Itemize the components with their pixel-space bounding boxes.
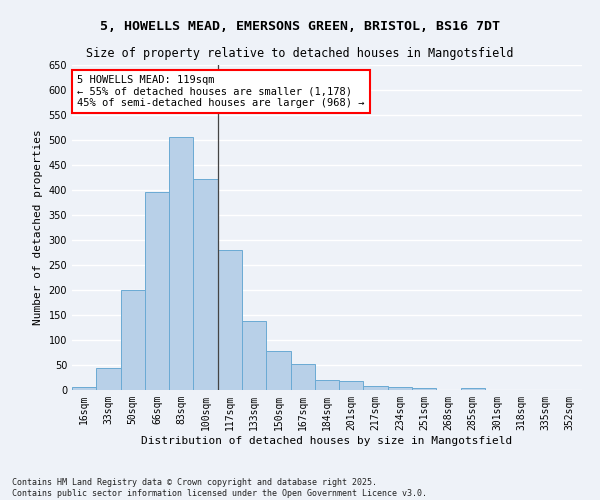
Bar bbox=[218, 250, 242, 390]
Bar bbox=[412, 388, 436, 390]
Bar bbox=[315, 380, 339, 390]
Bar bbox=[388, 386, 412, 390]
X-axis label: Distribution of detached houses by size in Mangotsfield: Distribution of detached houses by size … bbox=[142, 436, 512, 446]
Bar bbox=[145, 192, 169, 390]
Bar bbox=[169, 136, 193, 390]
Bar bbox=[266, 350, 290, 390]
Bar bbox=[121, 290, 145, 390]
Bar bbox=[290, 364, 315, 390]
Bar bbox=[72, 386, 96, 390]
Bar bbox=[193, 179, 218, 390]
Bar bbox=[364, 386, 388, 390]
Text: 5 HOWELLS MEAD: 119sqm
← 55% of detached houses are smaller (1,178)
45% of semi-: 5 HOWELLS MEAD: 119sqm ← 55% of detached… bbox=[77, 74, 365, 108]
Text: Contains HM Land Registry data © Crown copyright and database right 2025.
Contai: Contains HM Land Registry data © Crown c… bbox=[12, 478, 427, 498]
Y-axis label: Number of detached properties: Number of detached properties bbox=[33, 130, 43, 326]
Bar bbox=[242, 321, 266, 390]
Text: Size of property relative to detached houses in Mangotsfield: Size of property relative to detached ho… bbox=[86, 48, 514, 60]
Bar bbox=[461, 388, 485, 390]
Bar bbox=[96, 368, 121, 390]
Text: 5, HOWELLS MEAD, EMERSONS GREEN, BRISTOL, BS16 7DT: 5, HOWELLS MEAD, EMERSONS GREEN, BRISTOL… bbox=[100, 20, 500, 33]
Bar bbox=[339, 381, 364, 390]
